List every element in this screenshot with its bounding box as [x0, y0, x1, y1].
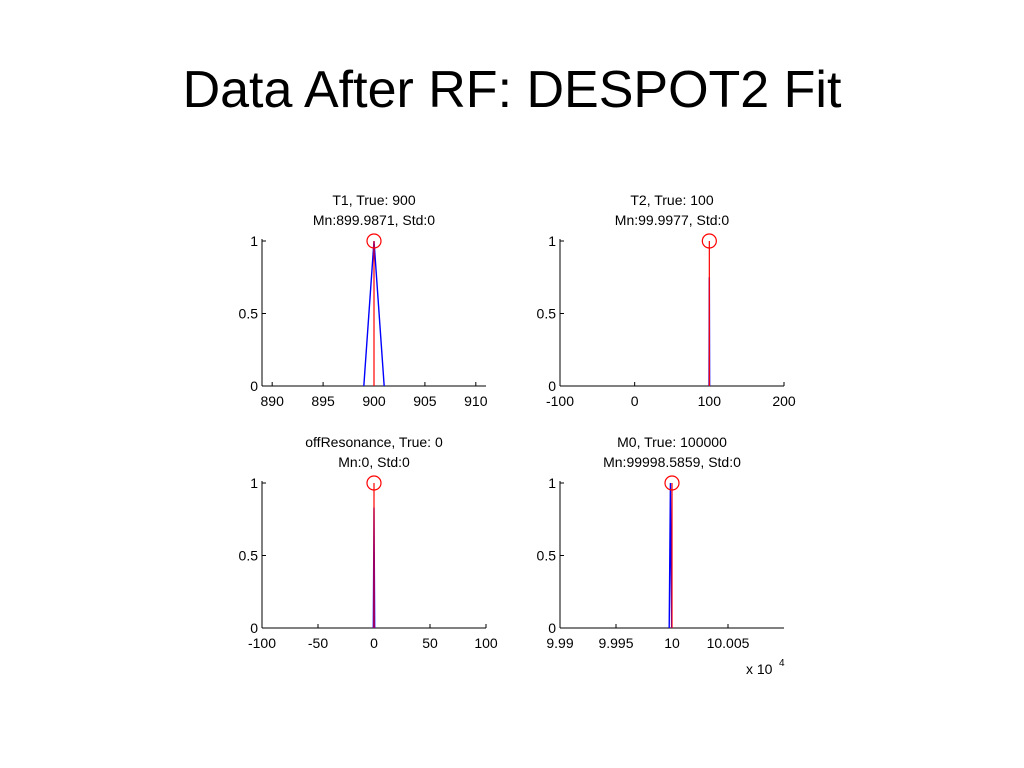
x-tick-label: 900 — [362, 393, 386, 409]
y-tick-label: 0.5 — [537, 548, 557, 564]
x-tick-label: -100 — [546, 393, 574, 409]
subplot-1: T1, True: 900 Mn:899.9871, Std:0 0 0.5 1 890 8… — [239, 192, 488, 409]
y-tick-label: 0 — [250, 378, 258, 394]
x-tick-label: 9.995 — [598, 635, 633, 651]
x-tick-label: 0 — [370, 635, 378, 651]
x-exponent-label: x 10 — [746, 661, 773, 677]
fit-series-line — [668, 482, 673, 629]
y-tick-label: 0.5 — [239, 306, 259, 322]
y-tick-label: 1 — [250, 233, 258, 249]
subplot-title-line: M0, True: 100000 — [617, 434, 727, 450]
x-tick-label: 50 — [422, 635, 438, 651]
true-value-marker — [366, 233, 382, 249]
x-tick-label: 200 — [772, 393, 796, 409]
y-tick-label: 1 — [250, 475, 258, 491]
y-tick-label: 0.5 — [537, 306, 557, 322]
y-tick-label: 0.5 — [239, 548, 259, 564]
x-tick-label: 905 — [413, 393, 437, 409]
x-tick-label: 0 — [631, 393, 639, 409]
subplot-title-line: Mn:899.9871, Std:0 — [313, 212, 435, 228]
true-value-marker — [664, 475, 680, 491]
y-tick-label: 0 — [250, 620, 258, 636]
y-tick-label: 0 — [548, 620, 556, 636]
x-tick-label: 10.005 — [707, 635, 750, 651]
x-tick-label: 895 — [311, 393, 335, 409]
subplot-title-line: Mn:99998.5859, Std:0 — [603, 454, 741, 470]
subplot-4: M0, True: 100000 Mn:99998.5859, Std:0 0 0.5… — [537, 434, 785, 677]
x-tick-label: 910 — [464, 393, 488, 409]
true-value-marker — [701, 233, 717, 249]
subplot-title-line: T1, True: 900 — [332, 192, 415, 208]
subplot-title-line: T2, True: 100 — [630, 192, 713, 208]
y-tick-label: 1 — [548, 233, 556, 249]
true-value-marker — [366, 475, 382, 491]
x-exponent-power: 4 — [779, 658, 785, 669]
x-tick-label: 9.99 — [546, 635, 573, 651]
y-tick-label: 1 — [548, 475, 556, 491]
x-tick-label: 100 — [474, 635, 498, 651]
slide-title: Data After RF: DESPOT2 Fit — [182, 61, 842, 119]
x-tick-label: 100 — [698, 393, 722, 409]
subplot-title-line: Mn:99.9977, Std:0 — [615, 212, 730, 228]
subplot-title-line: Mn:0, Std:0 — [338, 454, 410, 470]
y-tick-label: 0 — [548, 378, 556, 394]
x-tick-label: 890 — [261, 393, 285, 409]
subplot-title-line: offResonance, True: 0 — [305, 434, 443, 450]
x-tick-label: 10 — [664, 635, 680, 651]
x-tick-label: -100 — [248, 635, 276, 651]
x-tick-label: -50 — [308, 635, 328, 651]
subplot-3: offResonance, True: 0 Mn:0, Std:0 0 0.5 1 -10… — [239, 434, 498, 651]
